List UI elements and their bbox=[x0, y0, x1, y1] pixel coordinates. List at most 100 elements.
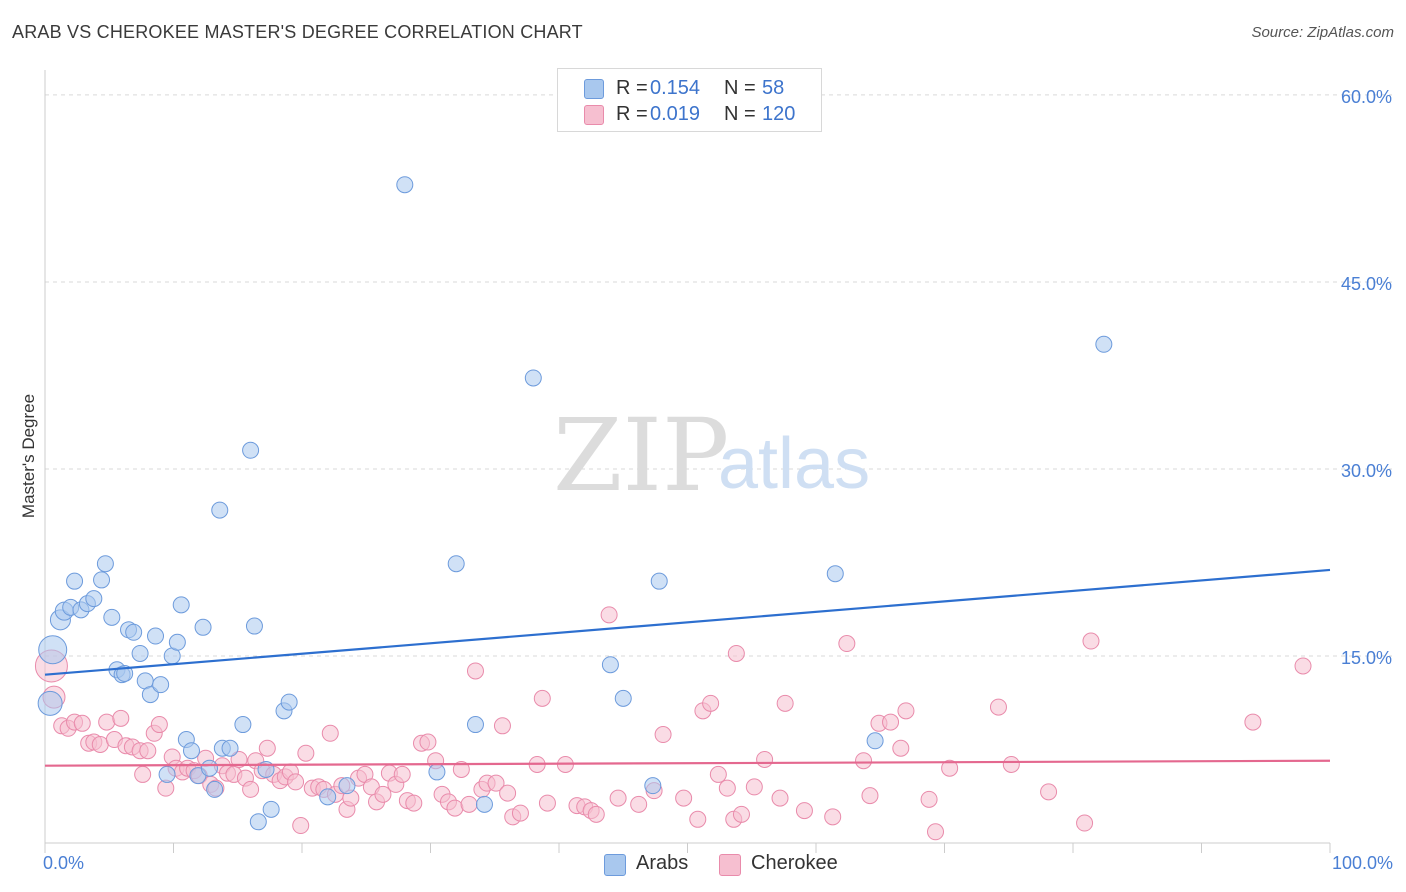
arabs-point bbox=[194, 618, 212, 636]
arabs-point bbox=[85, 590, 103, 608]
cherokee-point bbox=[702, 694, 720, 712]
cherokee-point bbox=[838, 635, 856, 653]
cherokee-point bbox=[419, 733, 437, 751]
arabs-point bbox=[614, 689, 632, 707]
cherokee-point bbox=[134, 765, 152, 783]
legend-swatch-arabs bbox=[584, 79, 604, 99]
cherokee-point bbox=[824, 808, 842, 826]
cherokee-point bbox=[941, 759, 959, 777]
arabs-point bbox=[168, 633, 186, 651]
legend-swatch-cherokee bbox=[719, 854, 741, 876]
legend-swatch-arabs bbox=[604, 854, 626, 876]
cherokee-trendline bbox=[44, 759, 1331, 767]
arabs-point bbox=[93, 571, 111, 589]
arabs-point bbox=[131, 644, 149, 662]
legend-row-cherokee: R = 0.019 N = 120 bbox=[558, 101, 821, 127]
y-tick-label: 45.0% bbox=[1341, 274, 1392, 294]
arabs-point bbox=[644, 777, 662, 795]
legend-row-arabs: R = 0.154 N = 58 bbox=[558, 75, 821, 101]
arabs-point bbox=[601, 656, 619, 674]
y-tick-label: 60.0% bbox=[1341, 87, 1392, 107]
legend-r-label: R = bbox=[616, 103, 648, 125]
cherokee-point bbox=[1244, 713, 1262, 731]
cherokee-point bbox=[732, 805, 750, 823]
arabs-point bbox=[182, 742, 200, 760]
chart-source: Source: ZipAtlas.com bbox=[1251, 24, 1394, 41]
y-axis-label: Master's Degree bbox=[19, 394, 38, 518]
watermark-zip: ZIP bbox=[553, 397, 729, 514]
arabs-point bbox=[396, 176, 414, 194]
arabs-point bbox=[141, 686, 159, 704]
cherokee-point bbox=[771, 789, 789, 807]
cherokee-point bbox=[487, 774, 505, 792]
legend-label-cherokee: Cherokee bbox=[751, 852, 838, 874]
cherokee-point bbox=[927, 823, 945, 841]
arabs-point bbox=[158, 765, 176, 783]
arabs-point bbox=[280, 693, 298, 711]
cherokee-point bbox=[882, 713, 900, 731]
arabs-point bbox=[147, 627, 165, 645]
cherokee-point bbox=[98, 713, 116, 731]
cherokee-point bbox=[600, 606, 618, 624]
cherokee-point bbox=[292, 817, 310, 835]
cherokee-point bbox=[1002, 755, 1020, 773]
cherokee-point bbox=[446, 799, 464, 817]
arabs-point bbox=[262, 800, 280, 818]
arabs-point bbox=[172, 596, 190, 614]
arabs-point bbox=[650, 572, 668, 590]
arabs-trendline bbox=[44, 568, 1331, 676]
legend-r-value: 0.019 bbox=[650, 103, 701, 125]
x-tick-label: 0.0% bbox=[43, 853, 84, 873]
cherokee-point bbox=[112, 709, 130, 727]
cherokee-point bbox=[466, 662, 484, 680]
legend-r-value: 0.154 bbox=[650, 77, 701, 99]
arabs-point bbox=[524, 369, 542, 387]
arabs-point bbox=[37, 690, 63, 716]
cherokee-point bbox=[139, 742, 157, 760]
arabs-point bbox=[447, 555, 465, 573]
cherokee-point bbox=[609, 789, 627, 807]
arabs-point bbox=[475, 795, 493, 813]
y-tick-label: 15.0% bbox=[1341, 648, 1392, 668]
arabs-point bbox=[866, 732, 884, 750]
arabs-point bbox=[96, 555, 114, 573]
cherokee-points bbox=[34, 606, 1312, 841]
arabs-points bbox=[37, 176, 1113, 831]
arabs-point bbox=[125, 623, 143, 641]
cherokee-point bbox=[1076, 814, 1094, 832]
arabs-point bbox=[319, 788, 337, 806]
cherokee-point bbox=[258, 739, 276, 757]
trendlines bbox=[44, 568, 1331, 767]
arabs-point bbox=[206, 780, 224, 798]
watermark: ZIP atlas bbox=[553, 397, 870, 514]
cherokee-point bbox=[1082, 632, 1100, 650]
legend-n-value: 58 bbox=[762, 77, 785, 99]
y-tick-label: 30.0% bbox=[1341, 461, 1392, 481]
cherokee-point bbox=[511, 804, 529, 822]
cherokee-point bbox=[538, 794, 556, 812]
arabs-point bbox=[66, 572, 84, 590]
cherokee-point bbox=[587, 805, 605, 823]
chart-title: ARAB VS CHEROKEE MASTER'S DEGREE CORRELA… bbox=[12, 22, 583, 42]
arabs-point bbox=[103, 608, 121, 626]
cherokee-point bbox=[776, 694, 794, 712]
cherokee-point bbox=[374, 785, 392, 803]
cherokee-point bbox=[920, 790, 938, 808]
legend-label-arabs: Arabs bbox=[636, 852, 689, 874]
arabs-point bbox=[428, 763, 446, 781]
cherokee-point bbox=[405, 794, 423, 812]
cherokee-point bbox=[150, 716, 168, 734]
legend-n-value: 120 bbox=[762, 103, 796, 125]
cherokee-point bbox=[1040, 783, 1058, 801]
arabs-point bbox=[242, 441, 260, 459]
cherokee-point bbox=[533, 689, 551, 707]
cherokee-point bbox=[499, 784, 517, 802]
arabs-point bbox=[221, 739, 239, 757]
x-tick-label: 100.0% bbox=[1332, 853, 1393, 873]
cherokee-point bbox=[287, 773, 305, 791]
arabs-point bbox=[826, 565, 844, 583]
legend-n-label: N = bbox=[724, 103, 756, 125]
cherokee-point bbox=[897, 702, 915, 720]
cherokee-point bbox=[321, 724, 339, 742]
